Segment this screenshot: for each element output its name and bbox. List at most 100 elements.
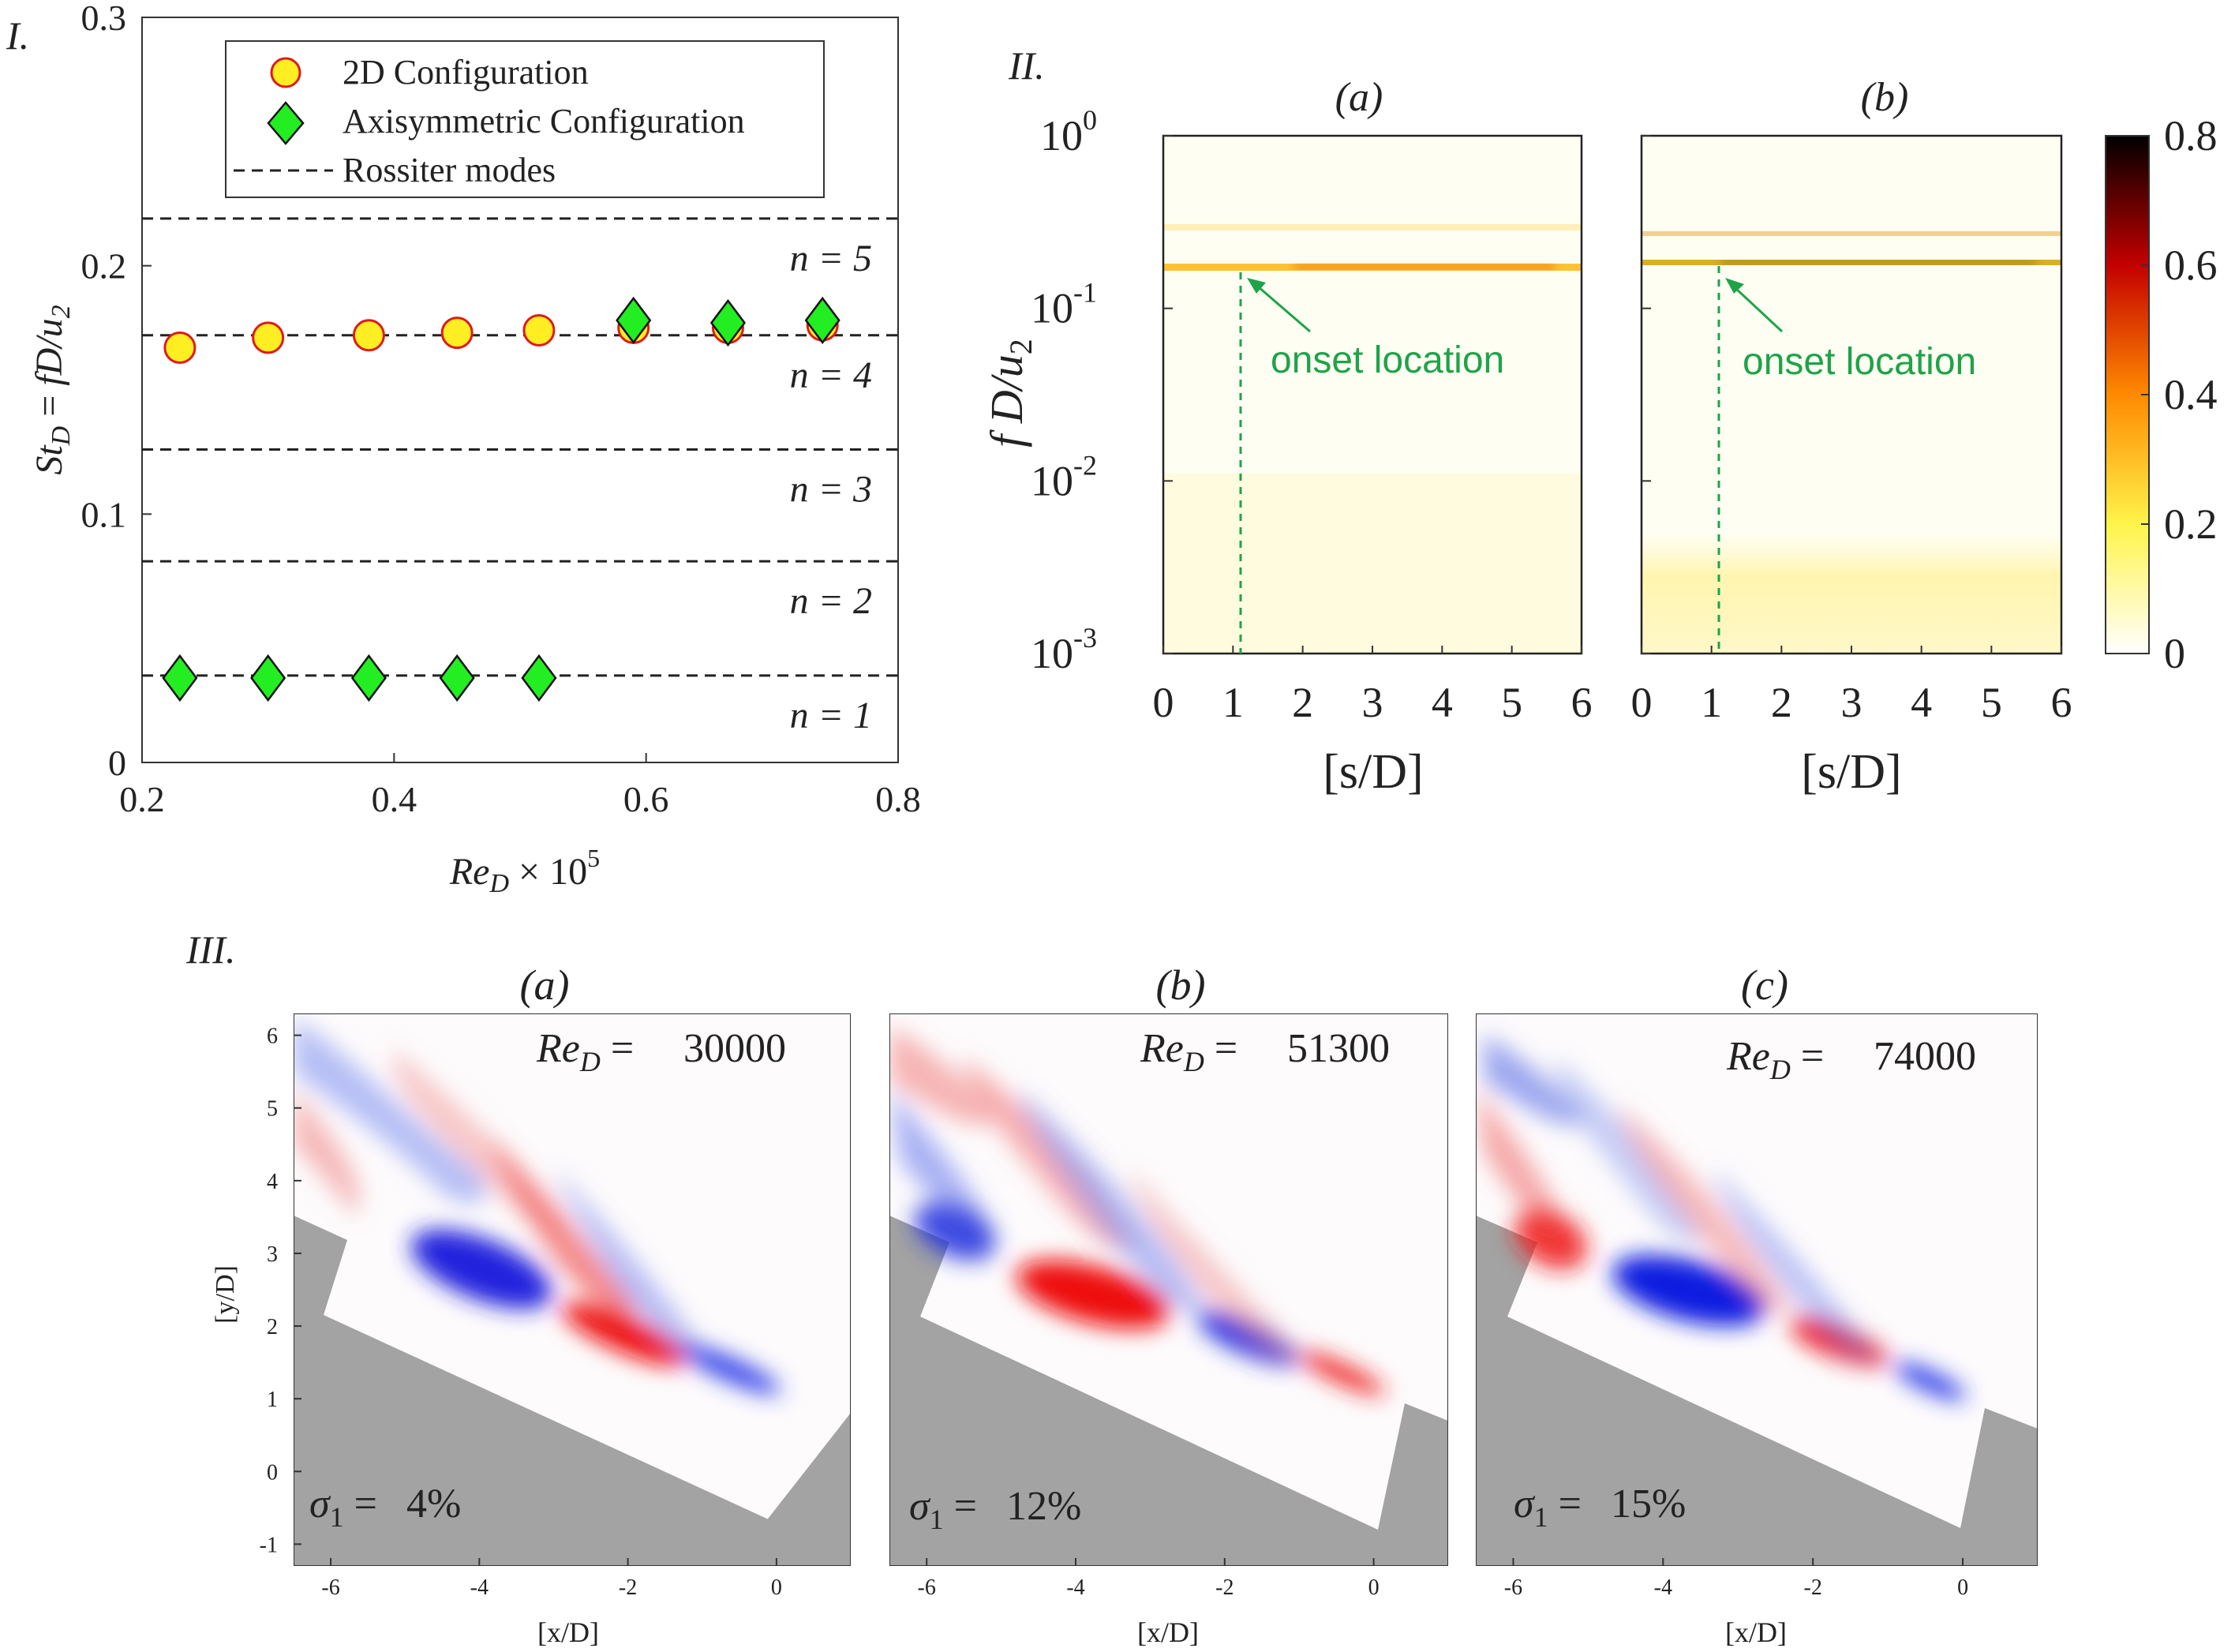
- panel-iii-b-title: (b): [1156, 961, 1206, 1009]
- panel-iii-c-core-blue-2: [1893, 1362, 1966, 1400]
- legend-label-rossiter: Rossiter modes: [343, 151, 556, 189]
- colorbar-tick-labels: 0 0.2 0.4 0.6 0.8: [2141, 112, 2218, 677]
- y-tick-label: 3: [267, 1242, 278, 1267]
- panel-iii-c-re-label: ReD =: [1726, 1034, 1824, 1085]
- panel-iii-xlabel-a: [x/D]: [537, 1616, 599, 1648]
- panel-iii-a-re-label: ReD =: [536, 1026, 634, 1077]
- colorbar-tick-label: 0.6: [2164, 242, 2218, 289]
- x-tick-label: 4: [1432, 679, 1453, 726]
- panel-ii-b-peak-core: [1720, 260, 2036, 264]
- rossiter-label-n1: n = 1: [790, 695, 872, 736]
- axisym-config-point: [162, 654, 198, 702]
- panel-ii-a-secondary-band: [1163, 224, 1582, 230]
- x-tick-label: 0: [1957, 1575, 1968, 1600]
- panel-iii-c-structure-5: [1713, 1168, 1878, 1360]
- x-tick-label: -2: [1215, 1575, 1234, 1600]
- panel-iii-a-core-blue: [410, 1229, 552, 1309]
- panel-i-legend: 2D Configuration Axisymmetric Configurat…: [225, 40, 825, 198]
- rossiter-label-n4: n = 4: [790, 354, 872, 396]
- x-tick-label: 0: [1153, 679, 1174, 726]
- panel-iii-c-structure-4: [1618, 1105, 1791, 1313]
- panel-iii-b-structure-2: [889, 1089, 994, 1235]
- panel-ii-b-arrow-head: [1725, 278, 1744, 294]
- x-tick-label: -4: [1066, 1575, 1084, 1600]
- panel-iii-ticks: [294, 1034, 1964, 1566]
- panel-iii-xlabel-b: [x/D]: [1137, 1616, 1199, 1648]
- panel-ii-a-title: (a): [1335, 75, 1383, 120]
- panel-iii-a-structure-2: [294, 1089, 360, 1216]
- x-tick-label: 1: [1701, 679, 1722, 726]
- axisym-config-point: [350, 654, 387, 702]
- panel-iii-ylabel: [y/D]: [211, 1265, 240, 1324]
- x-tick-label: 3: [1362, 679, 1383, 726]
- panel-ii-ylabel: f D/u2: [981, 339, 1039, 448]
- x-tick-label: 1: [1222, 679, 1244, 726]
- panel-iii-b-sigma-label: σ1 =: [909, 1484, 977, 1535]
- panel-iii-a-wall: [294, 1216, 851, 1566]
- panel-ii-ticks: [1162, 135, 2062, 654]
- 2d-config-point: [352, 319, 385, 352]
- x-tick-label: 5: [1501, 679, 1522, 726]
- legend-label-2d: 2D Configuration: [343, 53, 589, 92]
- x-tick-label: 6: [2051, 679, 2072, 726]
- panel-iii: III. (a) ReD =: [185, 927, 2038, 1648]
- panel-iii-b-sigma-value: 12%: [1006, 1484, 1081, 1529]
- y-tick-label: 10-3: [1031, 622, 1097, 677]
- panel-i-label: I.: [6, 13, 29, 58]
- panel-iii-tick-labels: -6 -4 -2 0 -6 -4 -2 0 -6 -4 -2 0 -1 0 1 2 3 4 5 6: [260, 1025, 1968, 1600]
- panel-iii-b-structure-5: [1129, 1168, 1302, 1360]
- panel-iii-a-wall-lower: [758, 1413, 851, 1566]
- panel-ii-b-onset-arrow: [1735, 287, 1784, 333]
- axisym-config-point: [616, 296, 652, 344]
- legend-marker-axisym: [267, 101, 305, 145]
- y-tick-label: 4: [267, 1170, 278, 1194]
- rossiter-mode-lines: [142, 217, 898, 677]
- y-tick-label: -1: [260, 1533, 278, 1557]
- panel-iii-c-wall: [1476, 1216, 2038, 1566]
- 2d-config-point: [522, 313, 556, 347]
- x-tick-label: 0.2: [119, 779, 165, 819]
- colorbar-tick-label: 0.8: [2164, 112, 2218, 159]
- panel-iii-c-core-red: [1514, 1208, 1588, 1270]
- panel-ii-label: II.: [1008, 43, 1045, 88]
- axisym-config-point: [250, 654, 286, 702]
- panel-ii-b-secondary-band: [1642, 231, 2061, 236]
- y-tick-label: 1: [267, 1388, 278, 1412]
- colorbar-tick-label: 0.2: [2164, 500, 2218, 548]
- panel-ii-b-onset-text: onset location: [1743, 341, 1976, 383]
- panel-iii-b-re-label: ReD =: [1140, 1026, 1237, 1077]
- panel-iii-label: III.: [185, 927, 235, 972]
- x-tick-label: 4: [1911, 679, 1932, 726]
- panel-iii-b-core-blue: [914, 1201, 996, 1261]
- panel-iii-a-core-blue-2: [679, 1344, 781, 1395]
- panel-iii-c-structure-3: [1555, 1058, 1705, 1242]
- x-tick-label: 0: [1631, 679, 1653, 726]
- legend-label-axisym: Axisymmetric Configuration: [343, 102, 745, 140]
- y-tick-label: 5: [267, 1097, 278, 1122]
- panel-ii-a-onset-arrow: [1258, 286, 1311, 333]
- axisym-config-point: [804, 296, 840, 344]
- y-tick-label: 10-2: [1031, 449, 1097, 504]
- panel-iii-a-re-value: 30000: [683, 1026, 786, 1071]
- panel-iii-a-structure-1: [294, 1018, 487, 1204]
- x-tick-label: 5: [1981, 679, 2002, 726]
- axisym-config-point: [709, 298, 747, 347]
- x-tick-label: 0.6: [623, 779, 669, 819]
- panel-iii-b-re-value: 51300: [1287, 1026, 1390, 1071]
- panel-i-ylabel: StD = fD/u2: [28, 305, 76, 474]
- colorbar-tick-label: 0: [2164, 630, 2185, 677]
- y-tick-label: 100: [1040, 104, 1097, 159]
- panel-iii-subplot-c: (c) ReD = 74000 σ1 =: [1476, 961, 2038, 1566]
- panel-iii-a-title: (a): [520, 961, 570, 1009]
- panel-ii-a-onset-text: onset location: [1271, 339, 1504, 381]
- panel-i-ticks: [141, 17, 899, 763]
- x-tick-label: -2: [619, 1575, 637, 1600]
- rossiter-mode-labels: n = 1 n = 2 n = 3 n = 4 n = 5: [790, 238, 872, 736]
- y-tick-label: 2: [267, 1315, 278, 1339]
- axisym-config-point: [521, 654, 557, 702]
- panel-i-xlabel: ReD × 105: [449, 844, 600, 898]
- panel-i: I. n = 1n = 2n = 3n = 4n = 5 0.2 0.4 0.6 0.…: [6, 0, 921, 898]
- panel-ii-a-lowband: [1163, 474, 1582, 654]
- panel-ii-xlabel-b: [s/D]: [1801, 745, 1901, 799]
- legend-marker-2d: [270, 57, 301, 88]
